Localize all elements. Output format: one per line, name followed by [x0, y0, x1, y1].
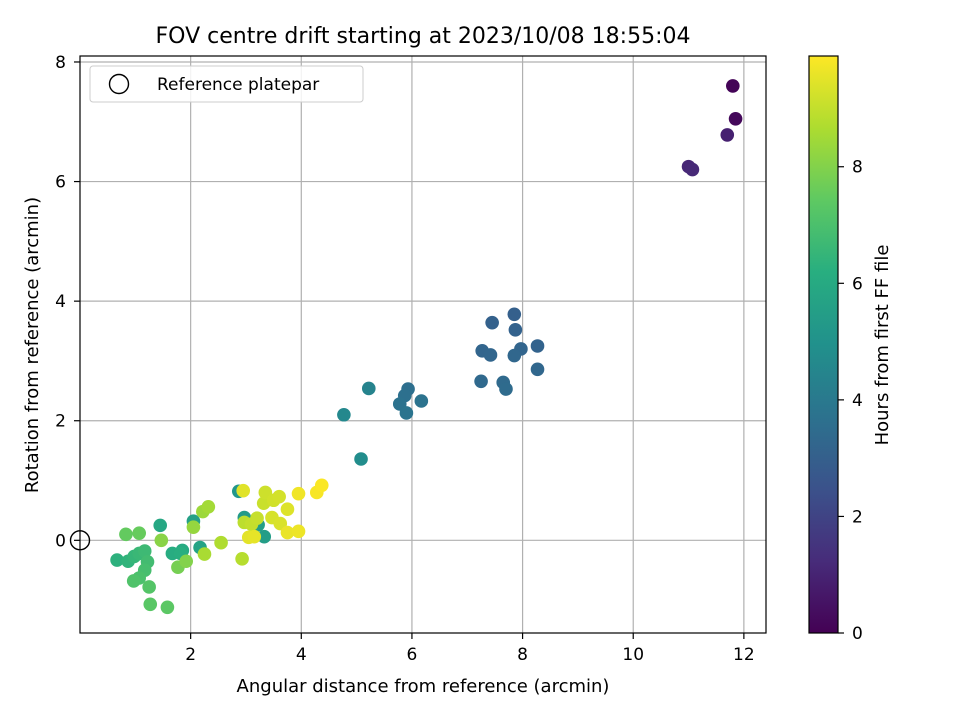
colorbar-ticks: 0 2 4 6 8 [838, 158, 863, 644]
scatter-point [483, 348, 498, 362]
legend: Reference platepar [89, 65, 364, 103]
scatter-point [197, 547, 212, 561]
scatter-point [485, 315, 499, 330]
scatter-point [119, 527, 133, 542]
scatter-point [250, 511, 264, 525]
scatter-point [728, 111, 743, 126]
scatter-point [160, 600, 175, 615]
scatter-point [474, 374, 488, 389]
scatter-point [235, 552, 249, 566]
scatter-point [280, 502, 295, 517]
x-axis-ticks: 2 4 6 8 10 12 [185, 633, 755, 665]
colorbar-tick-label: 0 [852, 624, 863, 644]
x-tick-label: 4 [296, 645, 307, 665]
x-tick-label: 10 [622, 645, 644, 665]
y-tick-label: 2 [55, 412, 66, 432]
scatter-point [508, 323, 523, 337]
scatter-point [314, 478, 329, 493]
scatter-point [179, 554, 194, 569]
x-tick-label: 6 [407, 645, 418, 665]
scatter-point [354, 452, 368, 466]
scatter-point [337, 407, 351, 422]
y-axis-ticks: 0 2 4 6 8 [55, 53, 80, 551]
scatter-point [186, 520, 201, 534]
y-tick-label: 6 [55, 173, 66, 193]
scatter-point [126, 574, 141, 588]
colorbar-tick-label: 2 [852, 507, 863, 527]
scatter-point [153, 518, 168, 533]
scatter-point [247, 529, 262, 544]
scatter-point [507, 348, 522, 363]
scatter-point [272, 489, 286, 504]
scatter-point [720, 128, 735, 142]
x-axis-label: Angular distance from reference (arcmin) [237, 676, 610, 697]
scatter-point [291, 486, 306, 501]
colorbar-tick-label: 6 [852, 274, 863, 294]
scatter-point [726, 79, 740, 93]
scatter-point [214, 535, 228, 550]
scatter-point [280, 525, 295, 540]
reference-marker [69, 530, 91, 551]
chart-title: FOV centre drift starting at 2023/10/08 … [156, 24, 691, 49]
x-tick-label: 8 [517, 645, 528, 665]
scatter-point [143, 597, 158, 612]
y-tick-label: 8 [55, 53, 66, 73]
scatter-point [291, 524, 306, 539]
scatter-point [154, 533, 169, 548]
colorbar-tick-label: 4 [852, 391, 863, 411]
y-tick-label: 0 [55, 531, 66, 551]
legend-marker [108, 73, 130, 95]
grid-lines [80, 56, 766, 633]
legend-label: Reference platepar [157, 75, 319, 95]
scatter-point [257, 529, 272, 544]
scatter-points [110, 79, 743, 615]
colorbar-label: Hours from first FF file [872, 245, 893, 446]
scatter-point [399, 406, 414, 420]
scatter-point [236, 483, 251, 498]
scatter-point [132, 526, 146, 540]
colorbar-tick-label: 8 [852, 158, 863, 178]
legend-box [89, 65, 364, 103]
scatter-point [361, 381, 376, 396]
scatter-point [110, 553, 124, 567]
scatter-point [530, 362, 545, 377]
scatter-point [201, 500, 216, 514]
y-tick-label: 4 [55, 292, 66, 312]
scatter-point [530, 339, 545, 353]
y-axis-label: Rotation from reference (arcmin) [22, 197, 43, 493]
plot-frame [79, 55, 767, 634]
scatter-point [137, 544, 152, 558]
scatter-point [142, 580, 156, 594]
x-tick-label: 12 [733, 645, 755, 665]
scatter-point [499, 382, 513, 396]
scatter-point [507, 307, 522, 322]
scatter-point [685, 162, 700, 177]
colorbar [808, 55, 839, 634]
x-tick-label: 2 [185, 645, 196, 665]
scatter-point [414, 394, 429, 408]
